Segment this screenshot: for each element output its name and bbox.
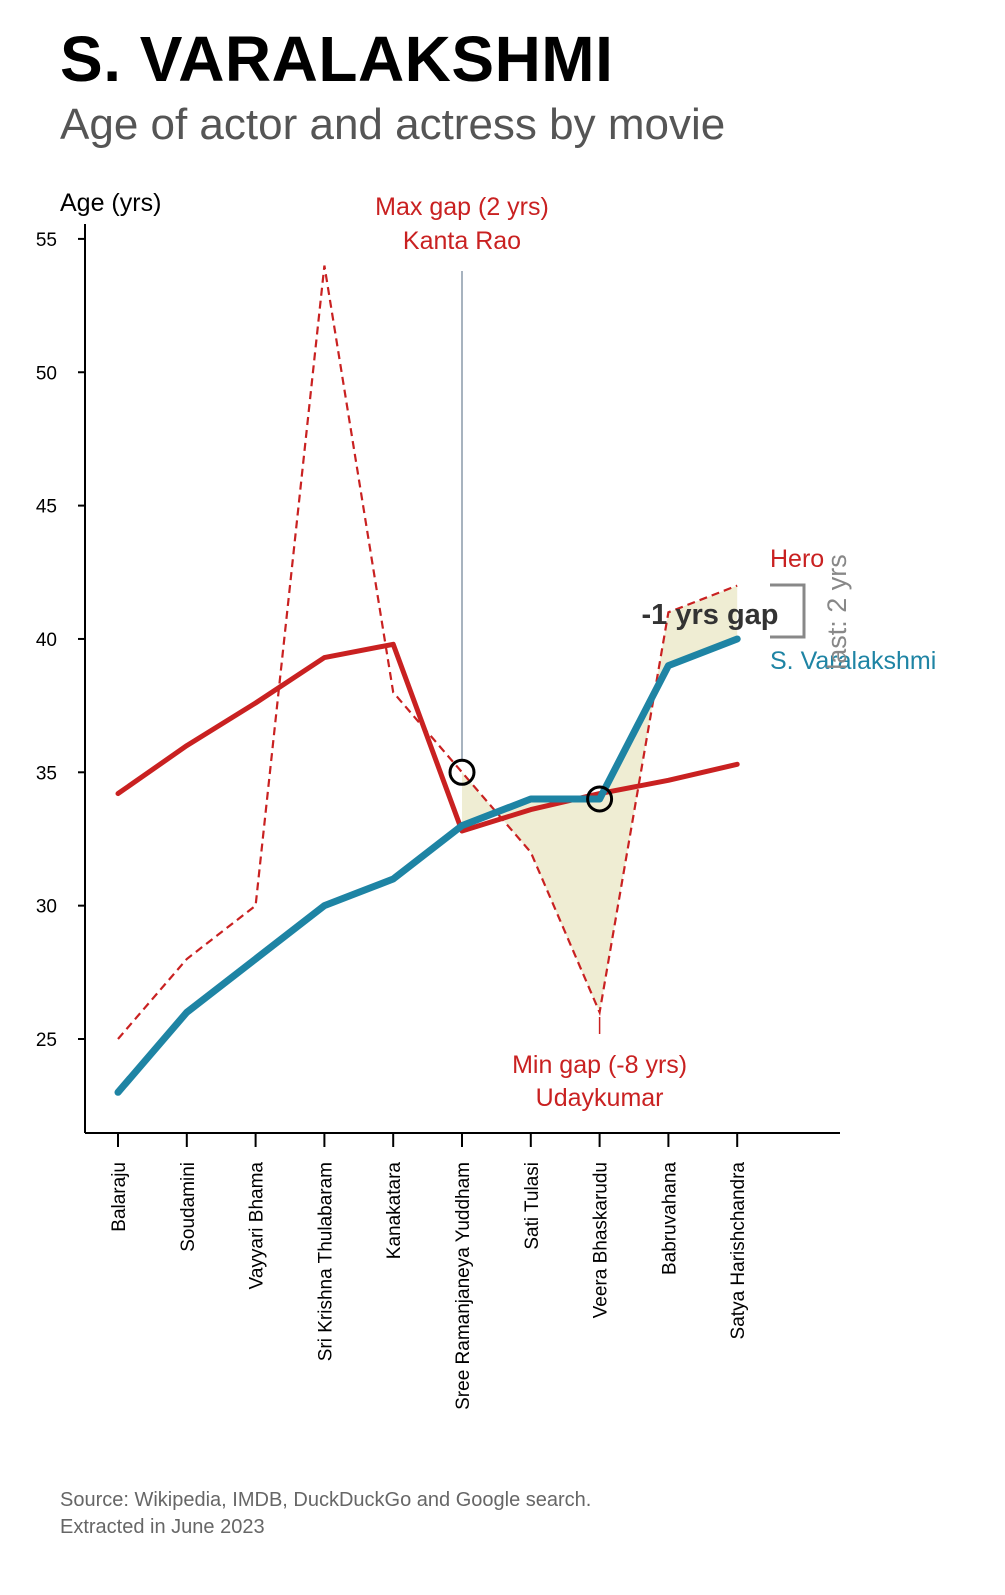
series-layer [114,265,741,1096]
max-gap-name: Kanta Rao [403,227,521,255]
last-gap-bracket [770,583,806,639]
hero-age-line [117,265,738,1040]
y-tick-label: 30 [36,897,57,918]
x-tick-label: Balaraju [109,1162,130,1232]
min-gap-marker [586,785,614,813]
min-gap-name: Udaykumar [536,1084,664,1112]
x-tick-label: Vayyari Bhama [247,1162,268,1290]
x-tick-label: Satya Harishchandra [728,1162,749,1340]
y-tick-label: 50 [36,363,57,384]
x-tick-label: Babruvahana [659,1162,680,1275]
source-note: Source: Wikipedia, IMDB, DuckDuckGo and … [60,1487,591,1541]
min-gap-label: Min gap (-8 yrs) [512,1051,687,1079]
legend-actress-label: S. Varalakshmi [770,647,936,675]
annotations: Max gap (2 yrs) Kanta Rao Min gap (-8 yr… [375,193,936,1112]
hero-trend-line [115,641,740,834]
actress-age-line [114,635,741,1096]
chart-title: S. VARALAKSHMI [60,23,614,95]
max-gap-label: Max gap (2 yrs) [375,193,549,221]
gap-area [462,585,738,1013]
axes: Age (yrs) [60,189,840,1134]
extracted-line: Extracted in June 2023 [60,1516,265,1538]
x-tick-label: Sati Tulasi [522,1162,543,1250]
y-ticks: 25 30 35 40 45 50 55 [36,230,85,1051]
current-gap-label: -1 yrs gap [642,599,779,631]
y-tick-label: 40 [36,630,57,651]
x-ticks: Balaraju Soudamini Vayyari Bhama Sri Krishn… [109,1133,749,1410]
last-gap-label: last: 2 yrs [822,554,852,670]
x-tick-label: Sri Krishna Thulabaram [315,1162,336,1361]
y-tick-label: 35 [36,763,57,784]
legend-hero-label: Hero [770,545,824,573]
gap-fill-layer [462,585,738,1013]
max-gap-marker [448,758,476,786]
y-tick-label: 25 [36,1030,57,1051]
x-tick-label: Veera Bhaskarudu [591,1162,612,1318]
y-tick-label: 45 [36,497,57,518]
y-axis-label: Age (yrs) [60,189,161,217]
chart-subtitle: Age of actor and actress by movie [60,100,726,149]
source-line: Source: Wikipedia, IMDB, DuckDuckGo and … [60,1489,592,1511]
x-tick-label: Kanakatara [384,1162,405,1260]
y-tick-label: 55 [36,230,57,251]
x-tick-label: Soudamini [178,1162,199,1252]
x-tick-label: Sree Ramanjaneya Yuddham [453,1162,474,1410]
